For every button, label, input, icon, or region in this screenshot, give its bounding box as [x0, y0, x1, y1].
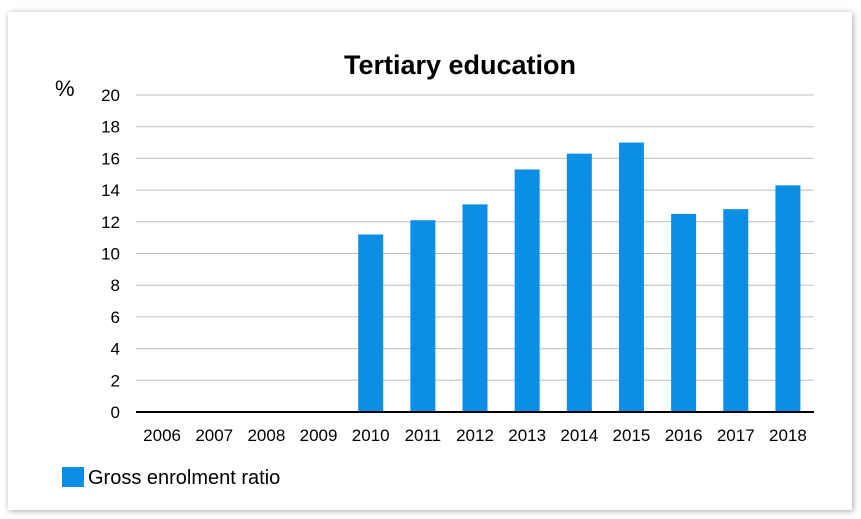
y-axis-ticks: 0 2 4 6 8 10 12 14 16 18 20	[101, 86, 120, 422]
x-tick-label: 2017	[717, 426, 755, 445]
legend-swatch	[62, 467, 84, 487]
y-tick-label: 2	[111, 371, 120, 390]
x-tick-label: 2007	[195, 426, 233, 445]
x-tick-label: 2013	[508, 426, 546, 445]
bar	[410, 220, 436, 412]
bar	[358, 234, 384, 412]
x-tick-label: 2018	[769, 426, 807, 445]
bar	[775, 185, 801, 412]
y-tick-label: 12	[101, 213, 120, 232]
y-axis-unit-label: %	[55, 76, 75, 101]
bar	[514, 169, 540, 412]
y-tick-label: 16	[101, 149, 120, 168]
x-axis-ticks: 2006 2007 2008 2009 2010 2011 2012 2013 2014 2015…	[143, 426, 807, 445]
bar	[723, 209, 749, 412]
chart-title: Tertiary education	[344, 50, 576, 80]
y-tick-label: 6	[111, 308, 120, 327]
x-tick-label: 2012	[456, 426, 494, 445]
x-tick-label: 2009	[300, 426, 338, 445]
y-tick-label: 18	[101, 118, 120, 137]
y-tick-label: 4	[111, 340, 120, 359]
x-tick-label: 2014	[560, 426, 598, 445]
x-tick-label: 2016	[665, 426, 703, 445]
x-tick-label: 2006	[143, 426, 181, 445]
y-tick-label: 10	[101, 245, 120, 264]
legend-label: Gross enrolment ratio	[88, 467, 280, 489]
bar	[566, 153, 592, 412]
x-tick-label: 2011	[405, 426, 442, 445]
bar	[462, 204, 488, 412]
x-tick-label: 2010	[352, 426, 390, 445]
x-tick-label: 2015	[613, 426, 651, 445]
bars	[358, 142, 801, 413]
x-tick-label: 2008	[247, 426, 285, 445]
bar	[671, 213, 697, 412]
y-tick-label: 8	[111, 276, 120, 295]
y-tick-label: 0	[111, 403, 120, 422]
bar	[618, 142, 644, 413]
y-tick-label: 20	[101, 86, 120, 105]
y-tick-label: 14	[101, 181, 120, 200]
